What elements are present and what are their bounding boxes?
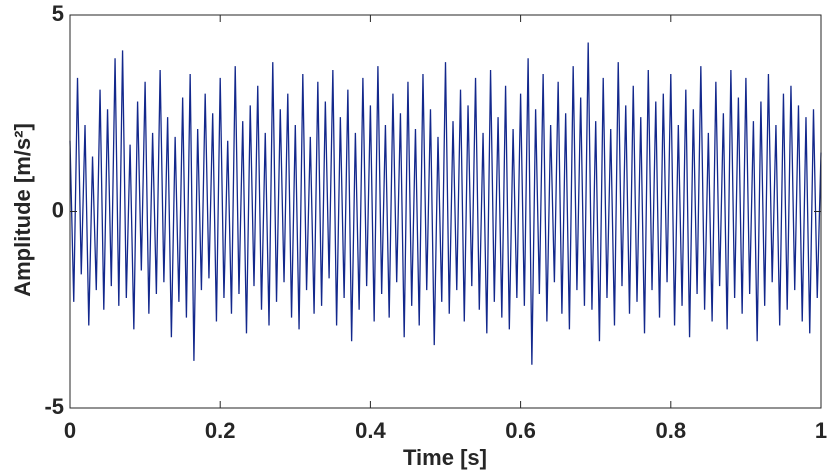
x-tick-label: 0.4 (355, 418, 386, 443)
y-tick-label: 5 (52, 1, 64, 26)
x-axis-label: Time [s] (403, 445, 487, 470)
y-tick-label: 0 (52, 197, 64, 222)
x-tick-label: 1 (815, 418, 827, 443)
signal-line (69, 42, 822, 365)
x-tick-label: 0.2 (205, 418, 236, 443)
x-tick-label: 0.6 (505, 418, 536, 443)
x-tick-label: 0.8 (656, 418, 687, 443)
y-tick-label: -5 (44, 394, 64, 419)
y-axis-label: Amplitude [m/s²] (10, 123, 35, 297)
x-tick-label: 0 (64, 418, 76, 443)
